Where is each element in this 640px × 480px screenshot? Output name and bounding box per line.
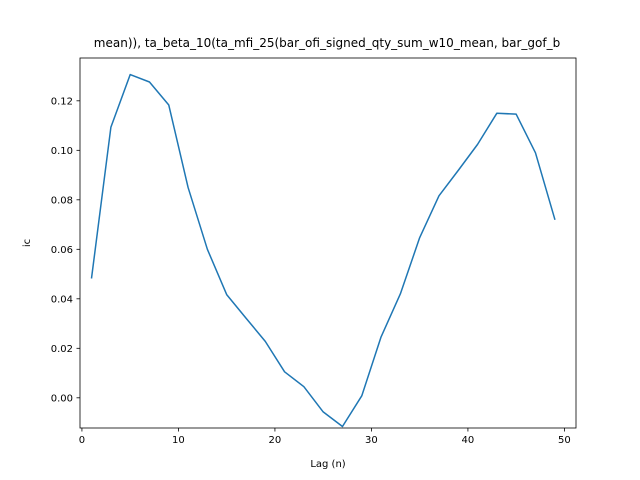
x-tick-label: 30 (365, 435, 378, 446)
plot-frame (79, 57, 577, 429)
chart-title: mean)), ta_beta_10(ta_mfi_25(bar_ofi_sig… (94, 36, 560, 50)
y-tick-label: 0.10 (51, 146, 73, 157)
y-tick-label: 0.00 (51, 393, 73, 404)
y-tick-label: 0.12 (51, 96, 73, 107)
x-axis-label: Lag (n) (310, 459, 345, 470)
x-axis-ticks: 0 10 20 30 40 50 (79, 428, 571, 446)
series-line (90, 73, 556, 428)
y-tick-label: 0.02 (51, 344, 73, 355)
x-tick-label: 10 (172, 435, 185, 446)
x-tick-label: 0 (79, 435, 85, 446)
y-tick-label: 0.04 (51, 294, 73, 305)
y-axis-label: ic (22, 239, 33, 247)
y-tick-label: 0.08 (51, 195, 73, 206)
x-tick-label: 40 (462, 435, 475, 446)
y-tick-label: 0.06 (51, 245, 73, 256)
y-axis-ticks: 0.00 0.02 0.04 0.06 0.08 0.10 0.12 (51, 96, 80, 404)
x-tick-label: 20 (269, 435, 282, 446)
x-tick-label: 50 (558, 435, 571, 446)
